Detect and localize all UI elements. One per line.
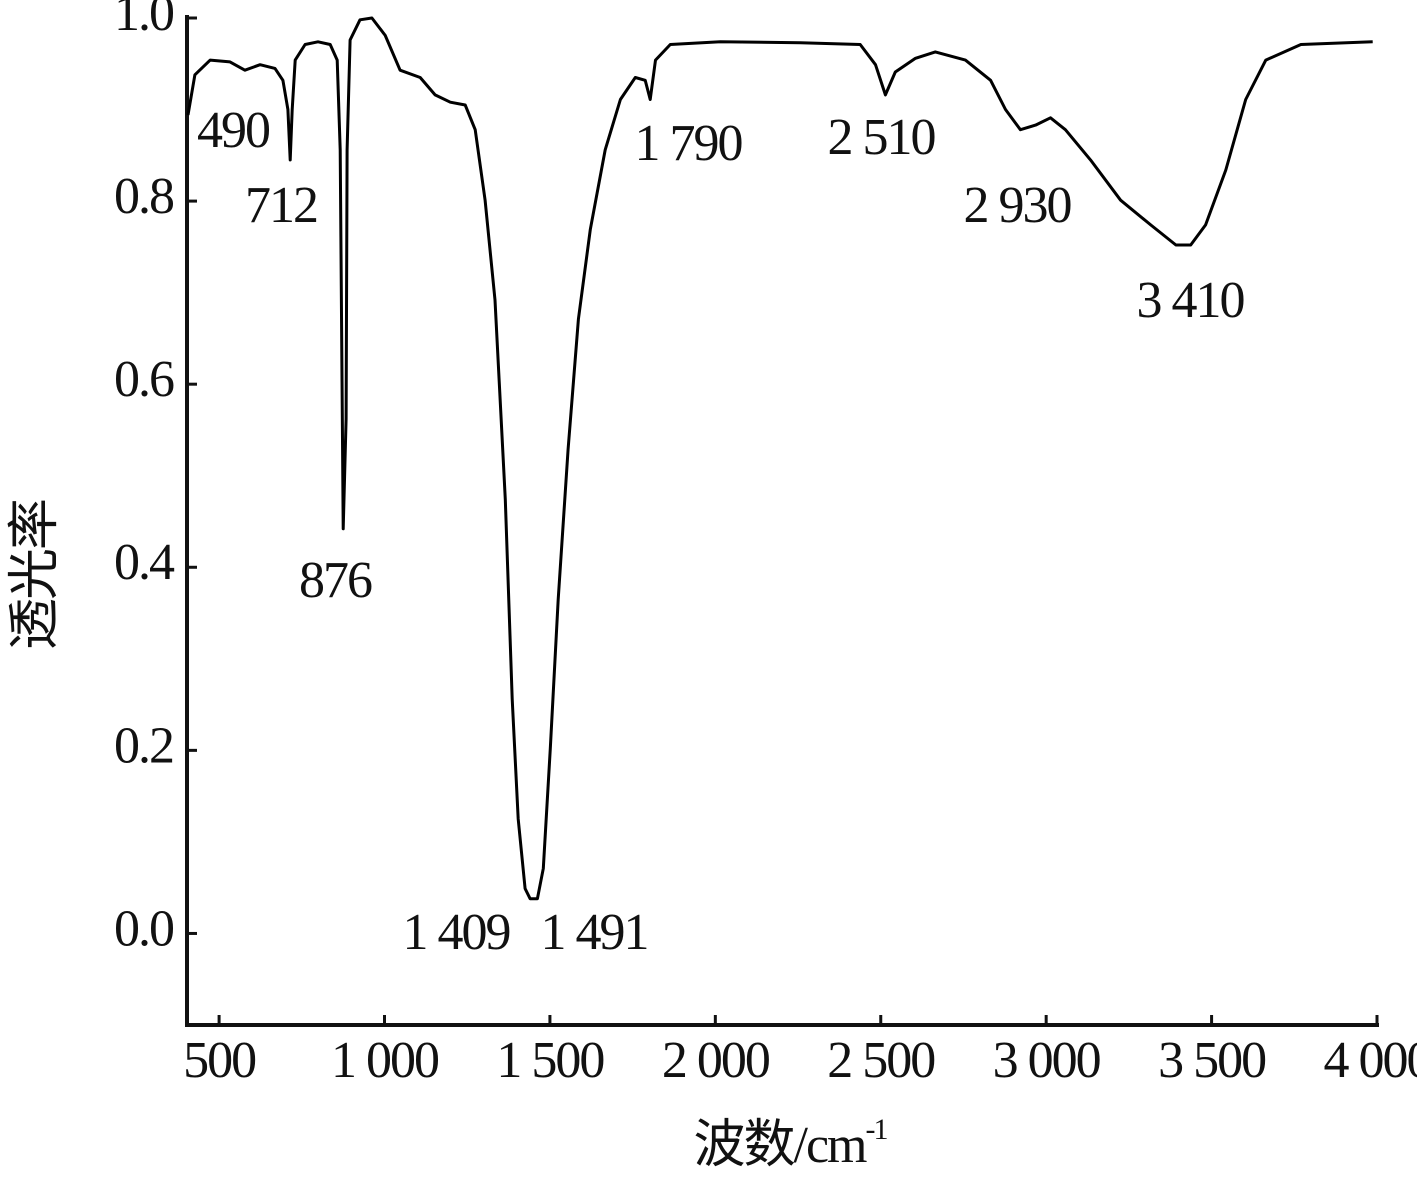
- peak-label: 2 930: [964, 177, 1072, 234]
- x-tick-label: 3 500: [1158, 1032, 1266, 1089]
- y-tick-label: 0.6: [114, 351, 174, 408]
- y-tick-label: 0.8: [114, 168, 174, 225]
- x-tick-label: 500: [183, 1032, 256, 1089]
- x-tick-label: 1 000: [331, 1032, 439, 1089]
- x-tick-label: 1 500: [496, 1032, 604, 1089]
- x-tick-label: 2 500: [827, 1032, 935, 1089]
- y-tick-label: 0.0: [114, 900, 174, 957]
- y-tick-label: 0.2: [114, 717, 173, 774]
- peak-label: 490: [197, 102, 270, 159]
- x-tick-label: 3 000: [993, 1032, 1101, 1089]
- peak-label: 1 491: [541, 904, 648, 961]
- peak-label: 1 409: [403, 904, 510, 961]
- x-tick-label: 2 000: [662, 1032, 770, 1089]
- x-axis-label-sup: -1: [865, 1113, 887, 1146]
- y-tick-label: 1.0: [114, 0, 174, 42]
- peak-label: 712: [245, 177, 317, 234]
- peak-label: 876: [299, 552, 372, 609]
- y-tick-label: 0.4: [114, 534, 175, 591]
- x-tick-label: 4 000: [1324, 1032, 1417, 1089]
- spectrum-line: [186, 16, 1373, 901]
- peak-label: 2 510: [828, 109, 936, 166]
- peak-label: 3 410: [1137, 272, 1245, 329]
- x-axis-label: 波数/cm-1: [694, 1113, 888, 1174]
- x-axis-label-text: 波数/cm: [694, 1117, 868, 1174]
- y-axis-label: 透光率: [7, 500, 64, 650]
- peak-label: 1 790: [635, 115, 743, 172]
